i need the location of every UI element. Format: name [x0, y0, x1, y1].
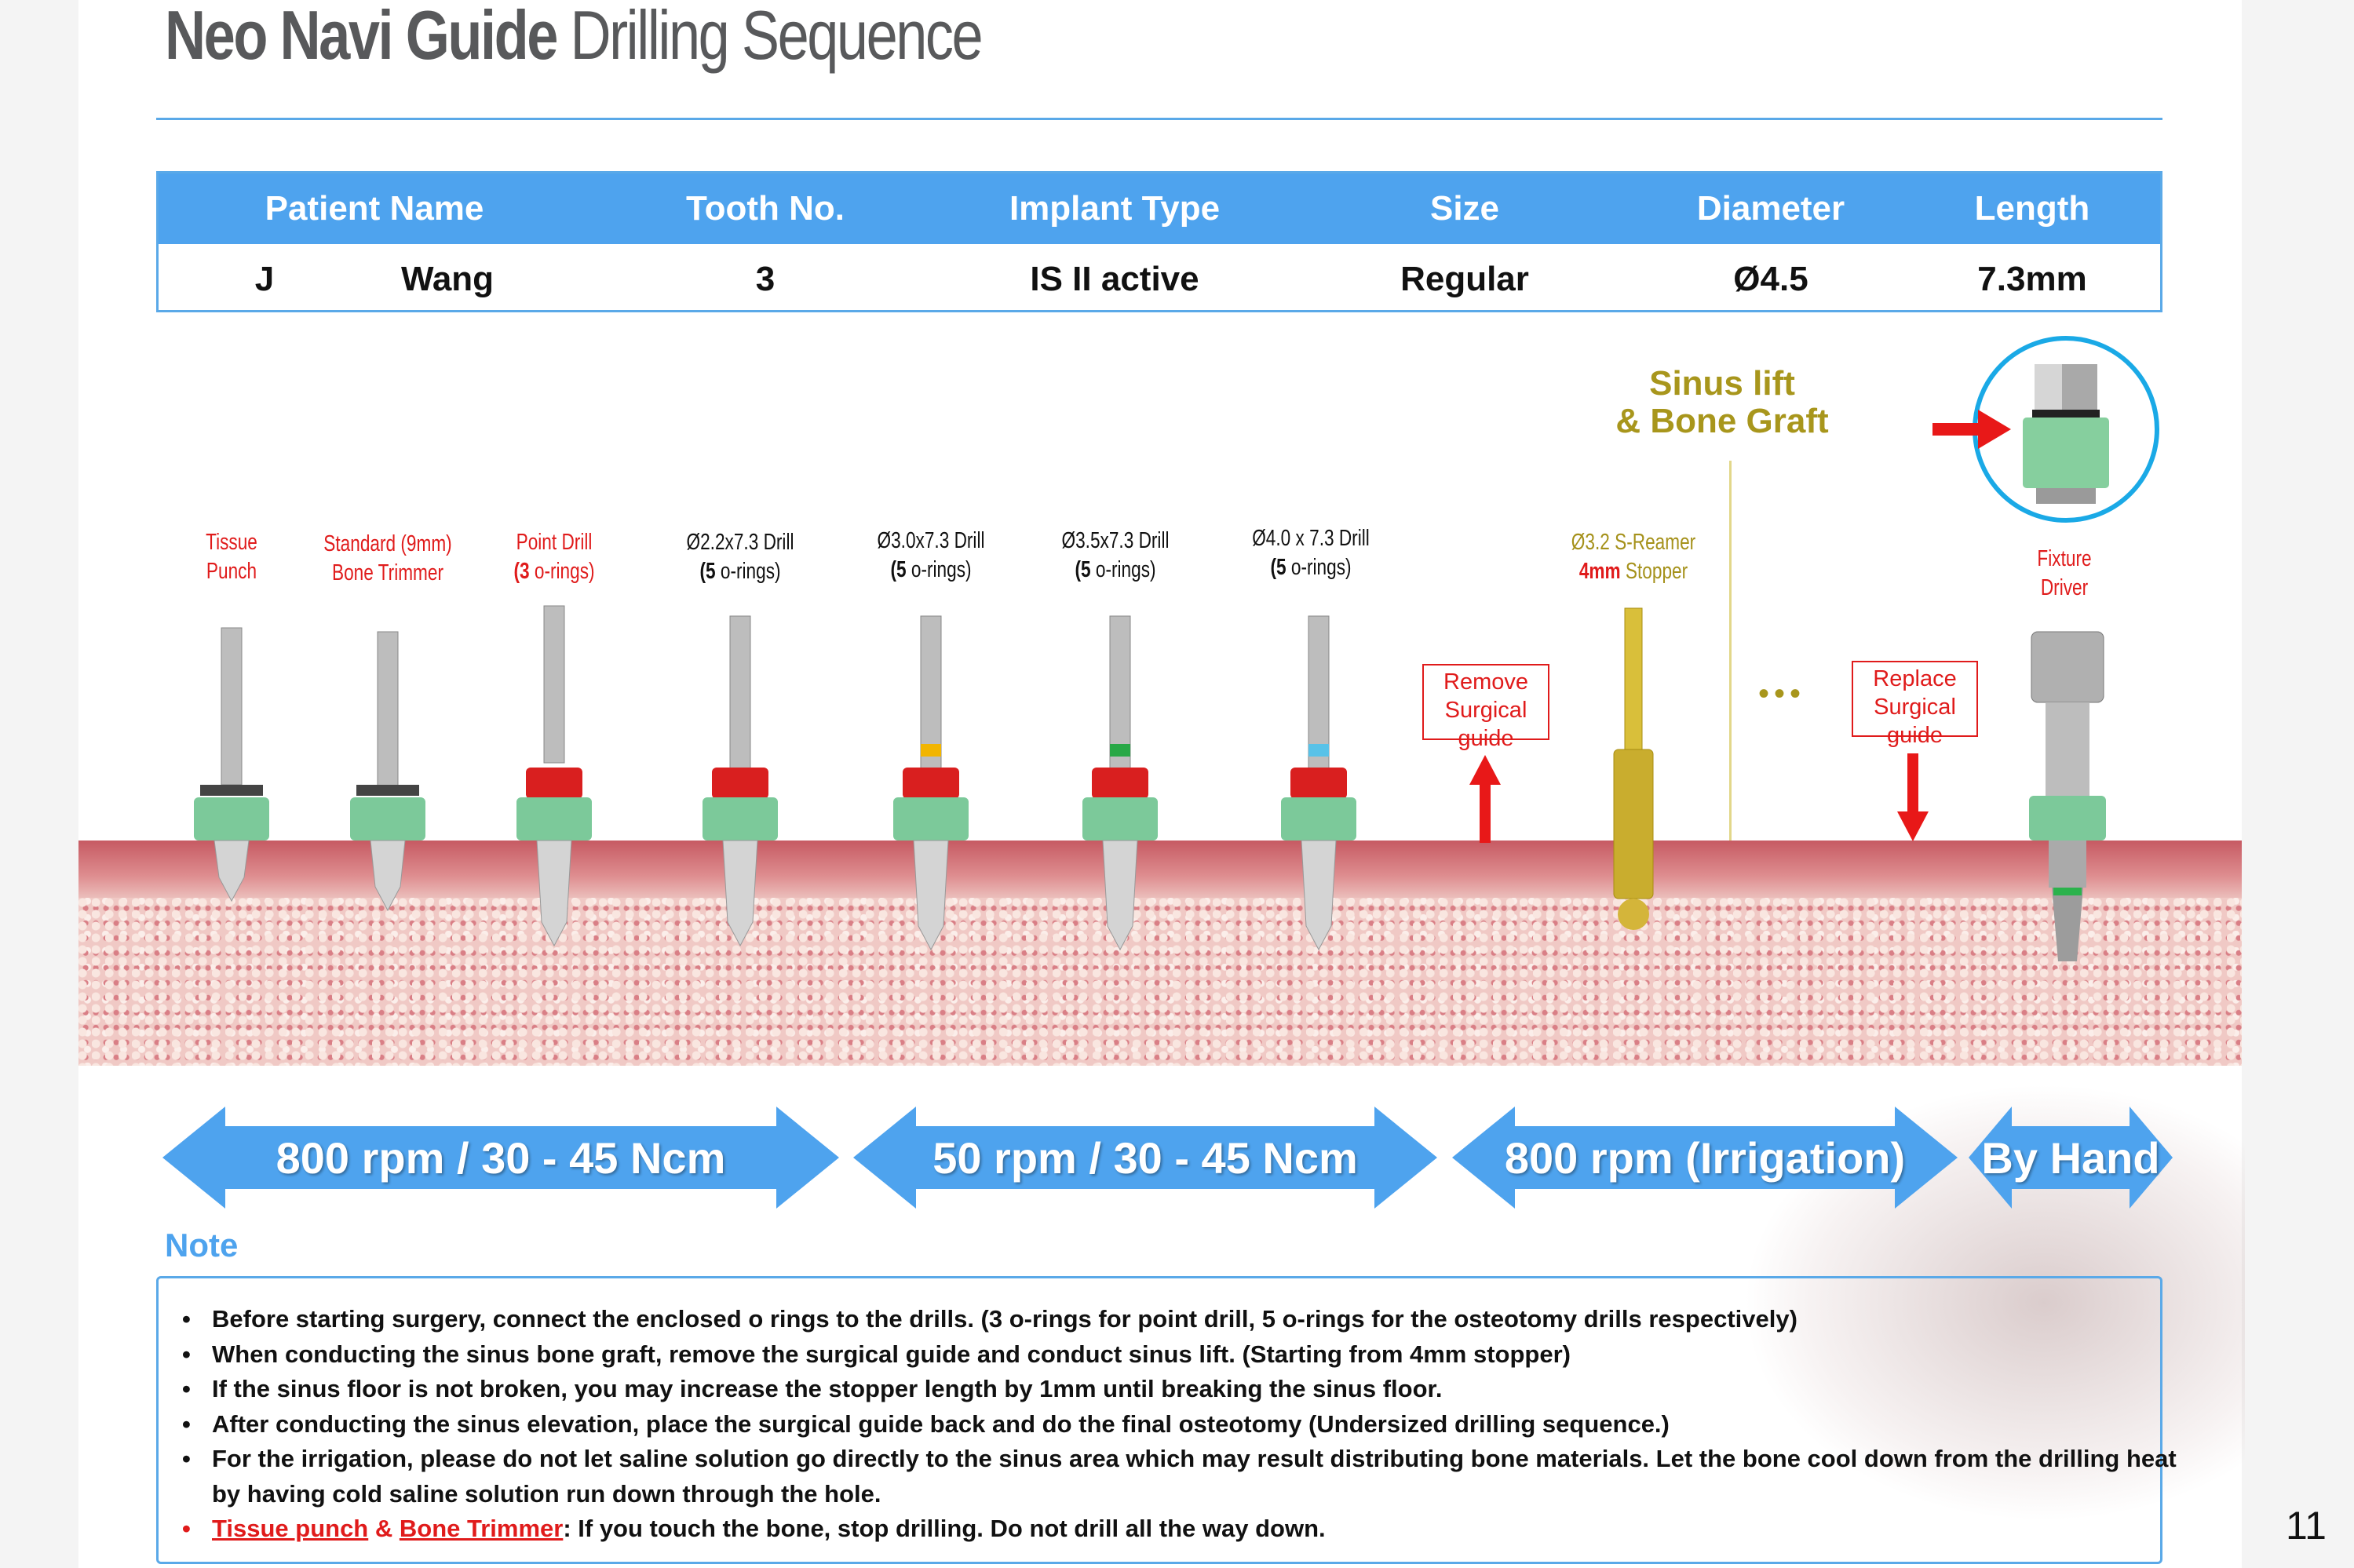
speed-arrow-2: 50 rpm / 30 - 45 Ncm [853, 1107, 1437, 1209]
speed-arrow-4: By Hand [1969, 1107, 2173, 1209]
note-box: Before starting surgery, connect the enc… [156, 1276, 2177, 1564]
speed-arrow-3: 800 rpm (Irrigation) [1452, 1107, 1958, 1209]
tool-label-drill-2-2: Ø2.2x7.3 Drill (5 o-rings) [686, 530, 794, 584]
fixture-driver-detail-circle [1973, 336, 2159, 523]
drill-3-5-drill [1082, 615, 1158, 951]
sinus-divider [1729, 461, 1732, 1059]
speed-arrow-1: 800 rpm / 30 - 45 Ncm [162, 1107, 839, 1209]
tool-label-drill-3-5: Ø3.5x7.3 Drill (5 o-rings) [1061, 528, 1170, 582]
cell-tooth: 3 [755, 260, 776, 298]
tool-label-drill-3-0: Ø3.0x7.3 Drill (5 o-rings) [877, 528, 985, 582]
cell-length: 7.3mm [1977, 260, 2087, 298]
page-title: Neo Navi Guide Drilling Sequence [165, 0, 984, 75]
note-warning: Tissue punch & Bone Trimmer: If you touc… [182, 1511, 2177, 1547]
table-header: Patient Name Tooth No. Implant Type Size… [159, 173, 2160, 244]
tissue-punch-link[interactable]: Tissue punch [212, 1515, 369, 1542]
replace-surgical-guide-box: Replace Surgical guide [1852, 661, 1978, 748]
bone-trimmer-drill [350, 631, 425, 912]
drill-3-0-drill [893, 615, 969, 951]
page-number: 11 [2286, 1504, 2327, 1548]
note-heading: Note [165, 1227, 239, 1264]
drill-illustrations [194, 605, 2106, 961]
tool-label-tissue-punch: Tissue Punch [206, 530, 257, 584]
note-item: Before starting surgery, connect the enc… [182, 1302, 2177, 1337]
arrow-up-icon [1469, 755, 1501, 843]
cell-implant-type: IS II active [1030, 260, 1199, 298]
header-length: Length [1974, 189, 2090, 228]
title-bold: Neo Navi Guide [165, 0, 558, 74]
note-item: When conducting the sinus bone graft, re… [182, 1337, 2177, 1373]
cell-size: Regular [1400, 260, 1529, 298]
gum-tissue [78, 841, 2242, 899]
header-implant-type: Implant Type [1009, 189, 1221, 228]
s-reamer-drill [1613, 607, 1654, 930]
tool-label-s-reamer: Ø3.2 S-Reamer 4mm Stopper [1571, 530, 1696, 584]
note-item: For the irrigation, please do not let sa… [182, 1442, 2177, 1477]
tissue-punch-drill [194, 627, 269, 903]
cell-diameter: Ø4.5 [1733, 260, 1808, 298]
drill-2-2-drill [703, 615, 778, 947]
tool-label-point-drill: Point Drill (3 o-rings) [513, 530, 595, 584]
point-drill-drill [516, 605, 592, 947]
remove-surgical-guide-box: Remove Surgical guide [1422, 664, 1549, 751]
tool-label-fixture-driver: Fixture Driver [2037, 546, 2092, 600]
note-item: If the sinus floor is not broken, you ma… [182, 1372, 2177, 1407]
patient-table: Patient Name Tooth No. Implant Type Size… [156, 171, 2162, 312]
header-size: Size [1429, 189, 1500, 228]
arrow-down-icon [1897, 753, 1929, 841]
title-regular: Drilling Sequence [570, 0, 983, 74]
cell-first-name: J [254, 260, 275, 298]
ellipsis: ••• [1758, 676, 1806, 711]
sinus-lift-heading: Sinus lift & Bone Graft [1615, 364, 1829, 440]
title-divider [156, 118, 2162, 120]
note-item-continued: by having cold saline solution run down … [212, 1479, 881, 1508]
note-item: After conducting the sinus elevation, pl… [182, 1407, 2177, 1442]
header-patient-name: Patient Name [265, 189, 484, 228]
drill-4-0-drill [1281, 615, 1356, 951]
header-tooth-no: Tooth No. [686, 189, 845, 228]
bone-tissue [78, 898, 2242, 1066]
fixture-driver-tool [2029, 631, 2106, 961]
cell-last-name: Wang [400, 260, 495, 298]
fixture-driver-detail [2023, 364, 2109, 504]
header-diameter: Diameter [1696, 189, 1845, 228]
bone-trimmer-link[interactable]: Bone Trimmer [399, 1515, 564, 1542]
tool-label-bone-trimmer: Standard (9mm) Bone Trimmer [323, 531, 452, 585]
red-arrow-right-icon [1932, 410, 2011, 449]
tool-label-drill-4-0: Ø4.0 x 7.3 Drill (5 o-rings) [1252, 526, 1370, 580]
